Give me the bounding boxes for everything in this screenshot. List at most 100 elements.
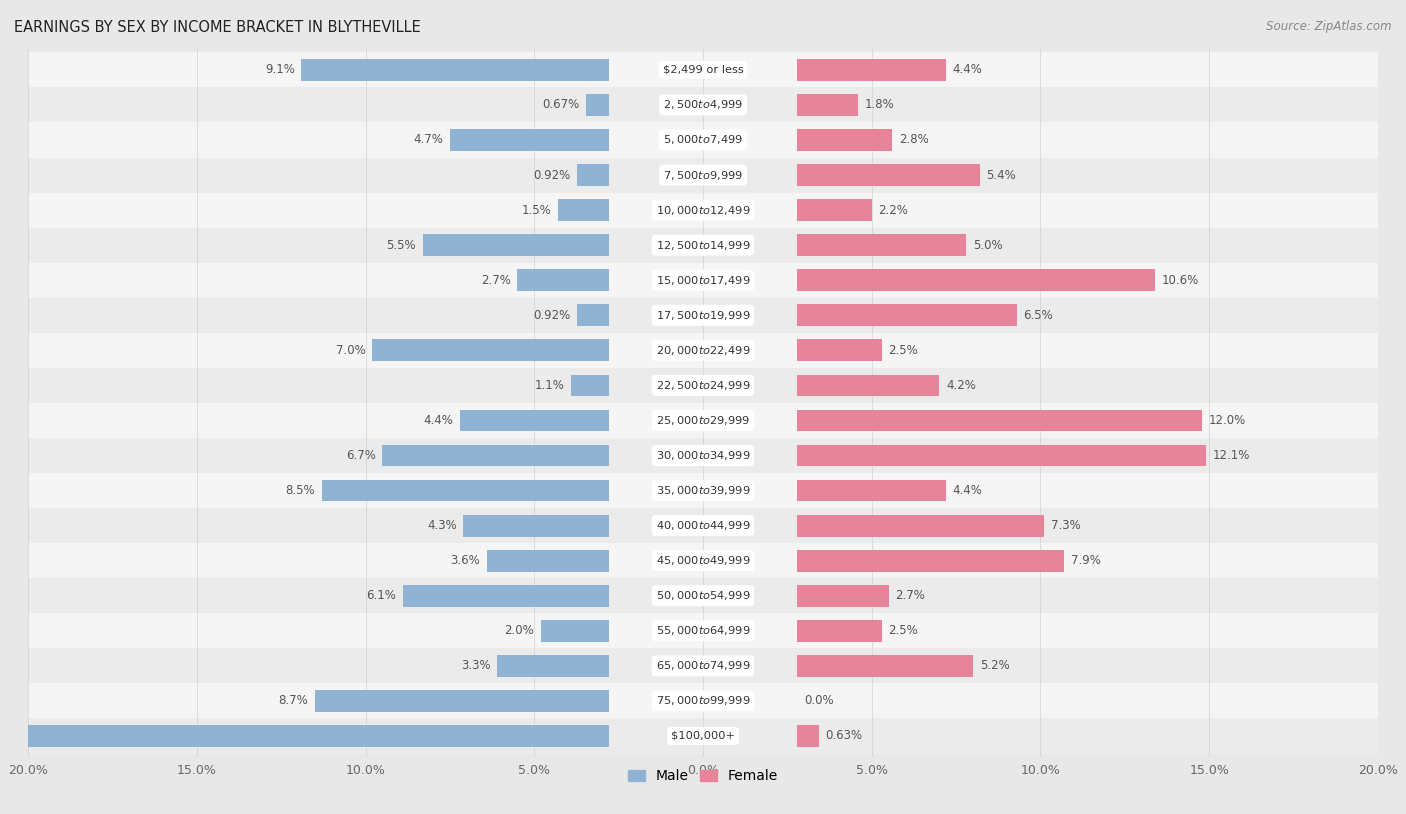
Bar (797, 725, 818, 747)
Text: 1.1%: 1.1% (534, 379, 565, 392)
Text: $2,499 or less: $2,499 or less (662, 65, 744, 75)
Text: $2,500 to $4,999: $2,500 to $4,999 (664, 98, 742, 112)
Legend: Male, Female: Male, Female (623, 764, 783, 789)
Text: 0.0%: 0.0% (804, 694, 834, 707)
Bar (586, 94, 609, 116)
Bar (28, 52, 1378, 87)
Text: 3.6%: 3.6% (450, 554, 481, 567)
Text: $12,500 to $14,999: $12,500 to $14,999 (655, 239, 751, 252)
Bar (402, 585, 609, 606)
Text: $35,000 to $39,999: $35,000 to $39,999 (655, 484, 751, 497)
Bar (797, 129, 891, 151)
Text: $50,000 to $54,999: $50,000 to $54,999 (655, 589, 751, 602)
Bar (315, 690, 609, 711)
Bar (797, 374, 939, 396)
Text: 12.0%: 12.0% (1209, 414, 1246, 427)
Text: 2.8%: 2.8% (898, 133, 928, 147)
Bar (28, 122, 1378, 158)
Text: 4.3%: 4.3% (427, 519, 457, 532)
Text: 1.8%: 1.8% (865, 98, 894, 112)
Text: 2.7%: 2.7% (896, 589, 925, 602)
Text: 2.0%: 2.0% (505, 624, 534, 637)
Text: 10.6%: 10.6% (1161, 274, 1199, 287)
Bar (28, 87, 1378, 122)
Bar (797, 59, 946, 81)
Text: 4.4%: 4.4% (953, 484, 983, 497)
Text: 4.4%: 4.4% (423, 414, 453, 427)
Text: 2.5%: 2.5% (889, 624, 918, 637)
Bar (517, 269, 609, 291)
Text: 0.67%: 0.67% (541, 98, 579, 112)
Text: 5.4%: 5.4% (987, 168, 1017, 182)
Bar (28, 403, 1378, 438)
Text: 6.7%: 6.7% (346, 449, 375, 462)
Text: 6.1%: 6.1% (366, 589, 396, 602)
Text: $15,000 to $17,499: $15,000 to $17,499 (655, 274, 751, 287)
Text: $5,000 to $7,499: $5,000 to $7,499 (664, 133, 742, 147)
Text: 6.5%: 6.5% (1024, 309, 1053, 322)
Bar (0, 725, 609, 747)
Bar (28, 648, 1378, 684)
Bar (423, 234, 609, 256)
Bar (797, 269, 1156, 291)
Text: 5.5%: 5.5% (387, 239, 416, 252)
Text: Source: ZipAtlas.com: Source: ZipAtlas.com (1267, 20, 1392, 33)
Bar (382, 444, 609, 466)
Text: 0.92%: 0.92% (533, 168, 571, 182)
Text: 5.2%: 5.2% (980, 659, 1010, 672)
Bar (322, 479, 609, 501)
Bar (797, 549, 1064, 571)
Bar (797, 234, 966, 256)
Text: 4.4%: 4.4% (953, 63, 983, 77)
Text: EARNINGS BY SEX BY INCOME BRACKET IN BLYTHEVILLE: EARNINGS BY SEX BY INCOME BRACKET IN BLY… (14, 20, 420, 35)
Text: 2.5%: 2.5% (889, 344, 918, 357)
Bar (578, 304, 609, 326)
Bar (28, 263, 1378, 298)
Bar (797, 655, 973, 676)
Text: 7.9%: 7.9% (1071, 554, 1101, 567)
Bar (797, 304, 1017, 326)
Text: $40,000 to $44,999: $40,000 to $44,999 (655, 519, 751, 532)
Text: $30,000 to $34,999: $30,000 to $34,999 (655, 449, 751, 462)
Bar (486, 549, 609, 571)
Text: $25,000 to $29,999: $25,000 to $29,999 (655, 414, 751, 427)
Bar (797, 94, 858, 116)
Text: $75,000 to $99,999: $75,000 to $99,999 (655, 694, 751, 707)
Bar (797, 620, 882, 641)
Bar (373, 339, 609, 361)
Text: $22,500 to $24,999: $22,500 to $24,999 (655, 379, 751, 392)
Bar (28, 193, 1378, 228)
Bar (450, 129, 609, 151)
Bar (460, 409, 609, 431)
Bar (28, 438, 1378, 473)
Bar (797, 514, 1043, 536)
Text: 7.0%: 7.0% (336, 344, 366, 357)
Bar (498, 655, 609, 676)
Text: 3.3%: 3.3% (461, 659, 491, 672)
Text: 5.0%: 5.0% (973, 239, 1002, 252)
Bar (571, 374, 609, 396)
Bar (28, 543, 1378, 578)
Text: $17,500 to $19,999: $17,500 to $19,999 (655, 309, 751, 322)
Text: 4.2%: 4.2% (946, 379, 976, 392)
Text: 7.3%: 7.3% (1050, 519, 1080, 532)
Text: 2.2%: 2.2% (879, 204, 908, 217)
Bar (797, 444, 1206, 466)
Text: 9.1%: 9.1% (264, 63, 295, 77)
Text: $100,000+: $100,000+ (671, 731, 735, 741)
Bar (28, 368, 1378, 403)
Bar (28, 719, 1378, 754)
Bar (28, 684, 1378, 719)
Bar (541, 620, 609, 641)
Text: 0.63%: 0.63% (825, 729, 863, 742)
Bar (797, 339, 882, 361)
Text: $7,500 to $9,999: $7,500 to $9,999 (664, 168, 742, 182)
Bar (558, 199, 609, 221)
Bar (28, 508, 1378, 543)
Bar (578, 164, 609, 186)
Bar (797, 585, 889, 606)
Bar (797, 409, 1202, 431)
Bar (28, 298, 1378, 333)
Text: 8.7%: 8.7% (278, 694, 308, 707)
Text: 0.92%: 0.92% (533, 309, 571, 322)
